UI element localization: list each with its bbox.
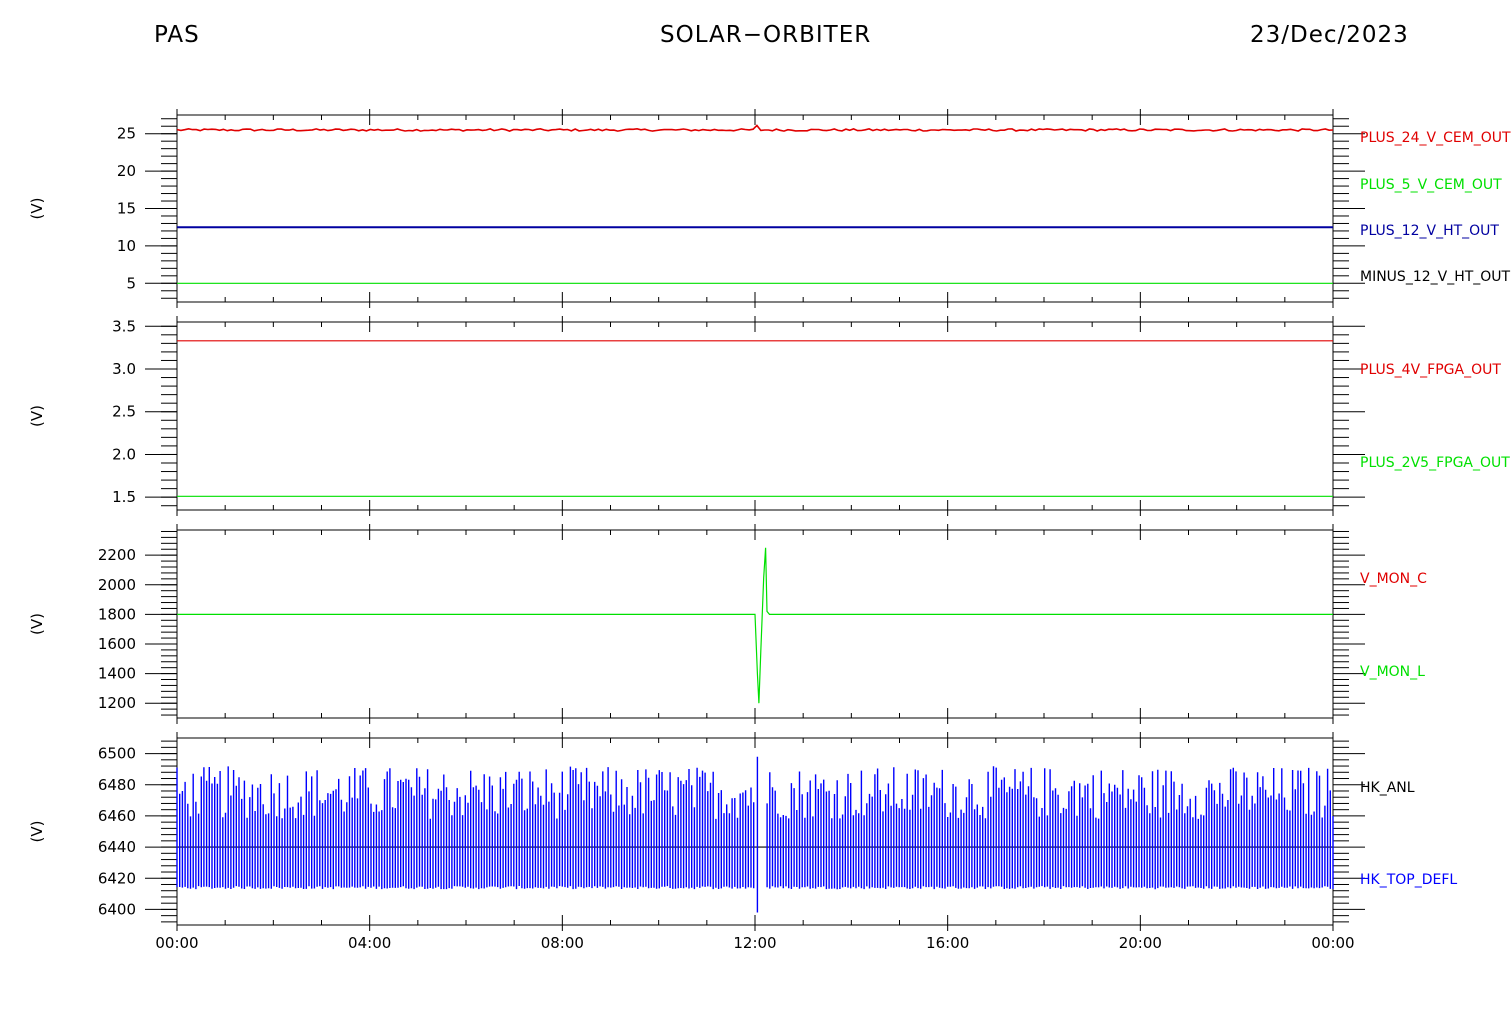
y-axis-label: (V) bbox=[28, 821, 46, 843]
legend-plus-4v-fpga-out: PLUS_4V_FPGA_OUT bbox=[1360, 362, 1501, 378]
y-tick-label: 20 bbox=[117, 162, 136, 180]
y-tick-label: 6440 bbox=[98, 838, 136, 856]
y-tick-label: 6460 bbox=[98, 807, 136, 825]
header-mission: SOLAR−ORBITER bbox=[660, 22, 872, 48]
x-tick-label: 08:00 bbox=[541, 934, 584, 952]
y-tick-label: 6480 bbox=[98, 776, 136, 794]
y-tick-label: 6420 bbox=[98, 869, 136, 887]
y-tick-label: 2200 bbox=[98, 546, 136, 564]
legend-hk-top-defl: HK_TOP_DEFL bbox=[1360, 872, 1457, 888]
y-axis-label: (V) bbox=[28, 613, 46, 635]
legend-plus-5-v-cem-out: PLUS_5_V_CEM_OUT bbox=[1360, 177, 1502, 193]
x-tick-label: 00:00 bbox=[1311, 934, 1354, 952]
legend-minus-12-v-ht-out: MINUS_12_V_HT_OUT bbox=[1360, 269, 1511, 285]
y-tick-label: 10 bbox=[117, 237, 136, 255]
y-tick-label: 6400 bbox=[98, 900, 136, 918]
legend-hk-anl: HK_ANL bbox=[1360, 780, 1415, 796]
x-tick-label: 16:00 bbox=[926, 934, 969, 952]
y-tick-label: 5 bbox=[126, 274, 136, 292]
x-tick-label: 00:00 bbox=[155, 934, 198, 952]
y-axis-label: (V) bbox=[28, 198, 46, 220]
plot-frame bbox=[176, 321, 1334, 511]
y-tick-label: 15 bbox=[117, 200, 136, 218]
x-tick-label: 20:00 bbox=[1119, 934, 1162, 952]
y-tick-label: 2.5 bbox=[112, 403, 136, 421]
panel-4: 6400 6420 6440 6460 6480 6500 (V) HK_ANL HK_TOP_… bbox=[28, 732, 1457, 931]
panel-2: 1.5 2.0 2.5 3.0 3.5 (V) PLUS_4V_FPGA_OUT PLUS_2… bbox=[28, 316, 1510, 516]
y-axis-label: (V) bbox=[28, 405, 46, 427]
y-tick-label: 1200 bbox=[98, 694, 136, 712]
series-v-mon-l bbox=[177, 547, 1333, 704]
y-tick-label: 6500 bbox=[98, 745, 136, 763]
legend-v-mon-c: V_MON_C bbox=[1360, 571, 1427, 587]
y-tick-label: 1.5 bbox=[112, 488, 136, 506]
series-plus-24-v-cem-out bbox=[176, 124, 1334, 132]
series-hk-top-defl bbox=[176, 756, 1334, 913]
y-tick-label: 3.0 bbox=[112, 360, 136, 378]
header-date: 23/Dec/2023 bbox=[1250, 22, 1409, 48]
panel-1: 5 10 15 20 25 (V) PLUS_24_V_CEM_OUT PLUS_5_V_CE… bbox=[28, 109, 1511, 308]
header-instrument: PAS bbox=[154, 22, 200, 48]
x-tick-label: 04:00 bbox=[348, 934, 391, 952]
panel-3: 1200 1400 1600 1800 2000 2200 (V) V_MON_C V_MON_… bbox=[28, 524, 1427, 724]
y-tick-label: 2000 bbox=[98, 576, 136, 594]
legend-plus-12-v-ht-out: PLUS_12_V_HT_OUT bbox=[1360, 223, 1499, 239]
y-tick-label: 25 bbox=[117, 125, 136, 143]
y-tick-label: 1400 bbox=[98, 665, 136, 683]
legend-plus-24-v-cem-out: PLUS_24_V_CEM_OUT bbox=[1360, 130, 1511, 146]
y-tick-label: 3.5 bbox=[112, 317, 136, 335]
y-tick-label: 1600 bbox=[98, 635, 136, 653]
legend-plus-2v5-fpga-out: PLUS_2V5_FPGA_OUT bbox=[1360, 455, 1510, 471]
legend-v-mon-l: V_MON_L bbox=[1360, 664, 1425, 680]
y-tick-label: 1800 bbox=[98, 605, 136, 623]
x-tick-label: 12:00 bbox=[733, 934, 776, 952]
plot-frame bbox=[176, 114, 1334, 303]
y-tick-label: 2.0 bbox=[112, 445, 136, 463]
plot-frame bbox=[176, 737, 1334, 926]
